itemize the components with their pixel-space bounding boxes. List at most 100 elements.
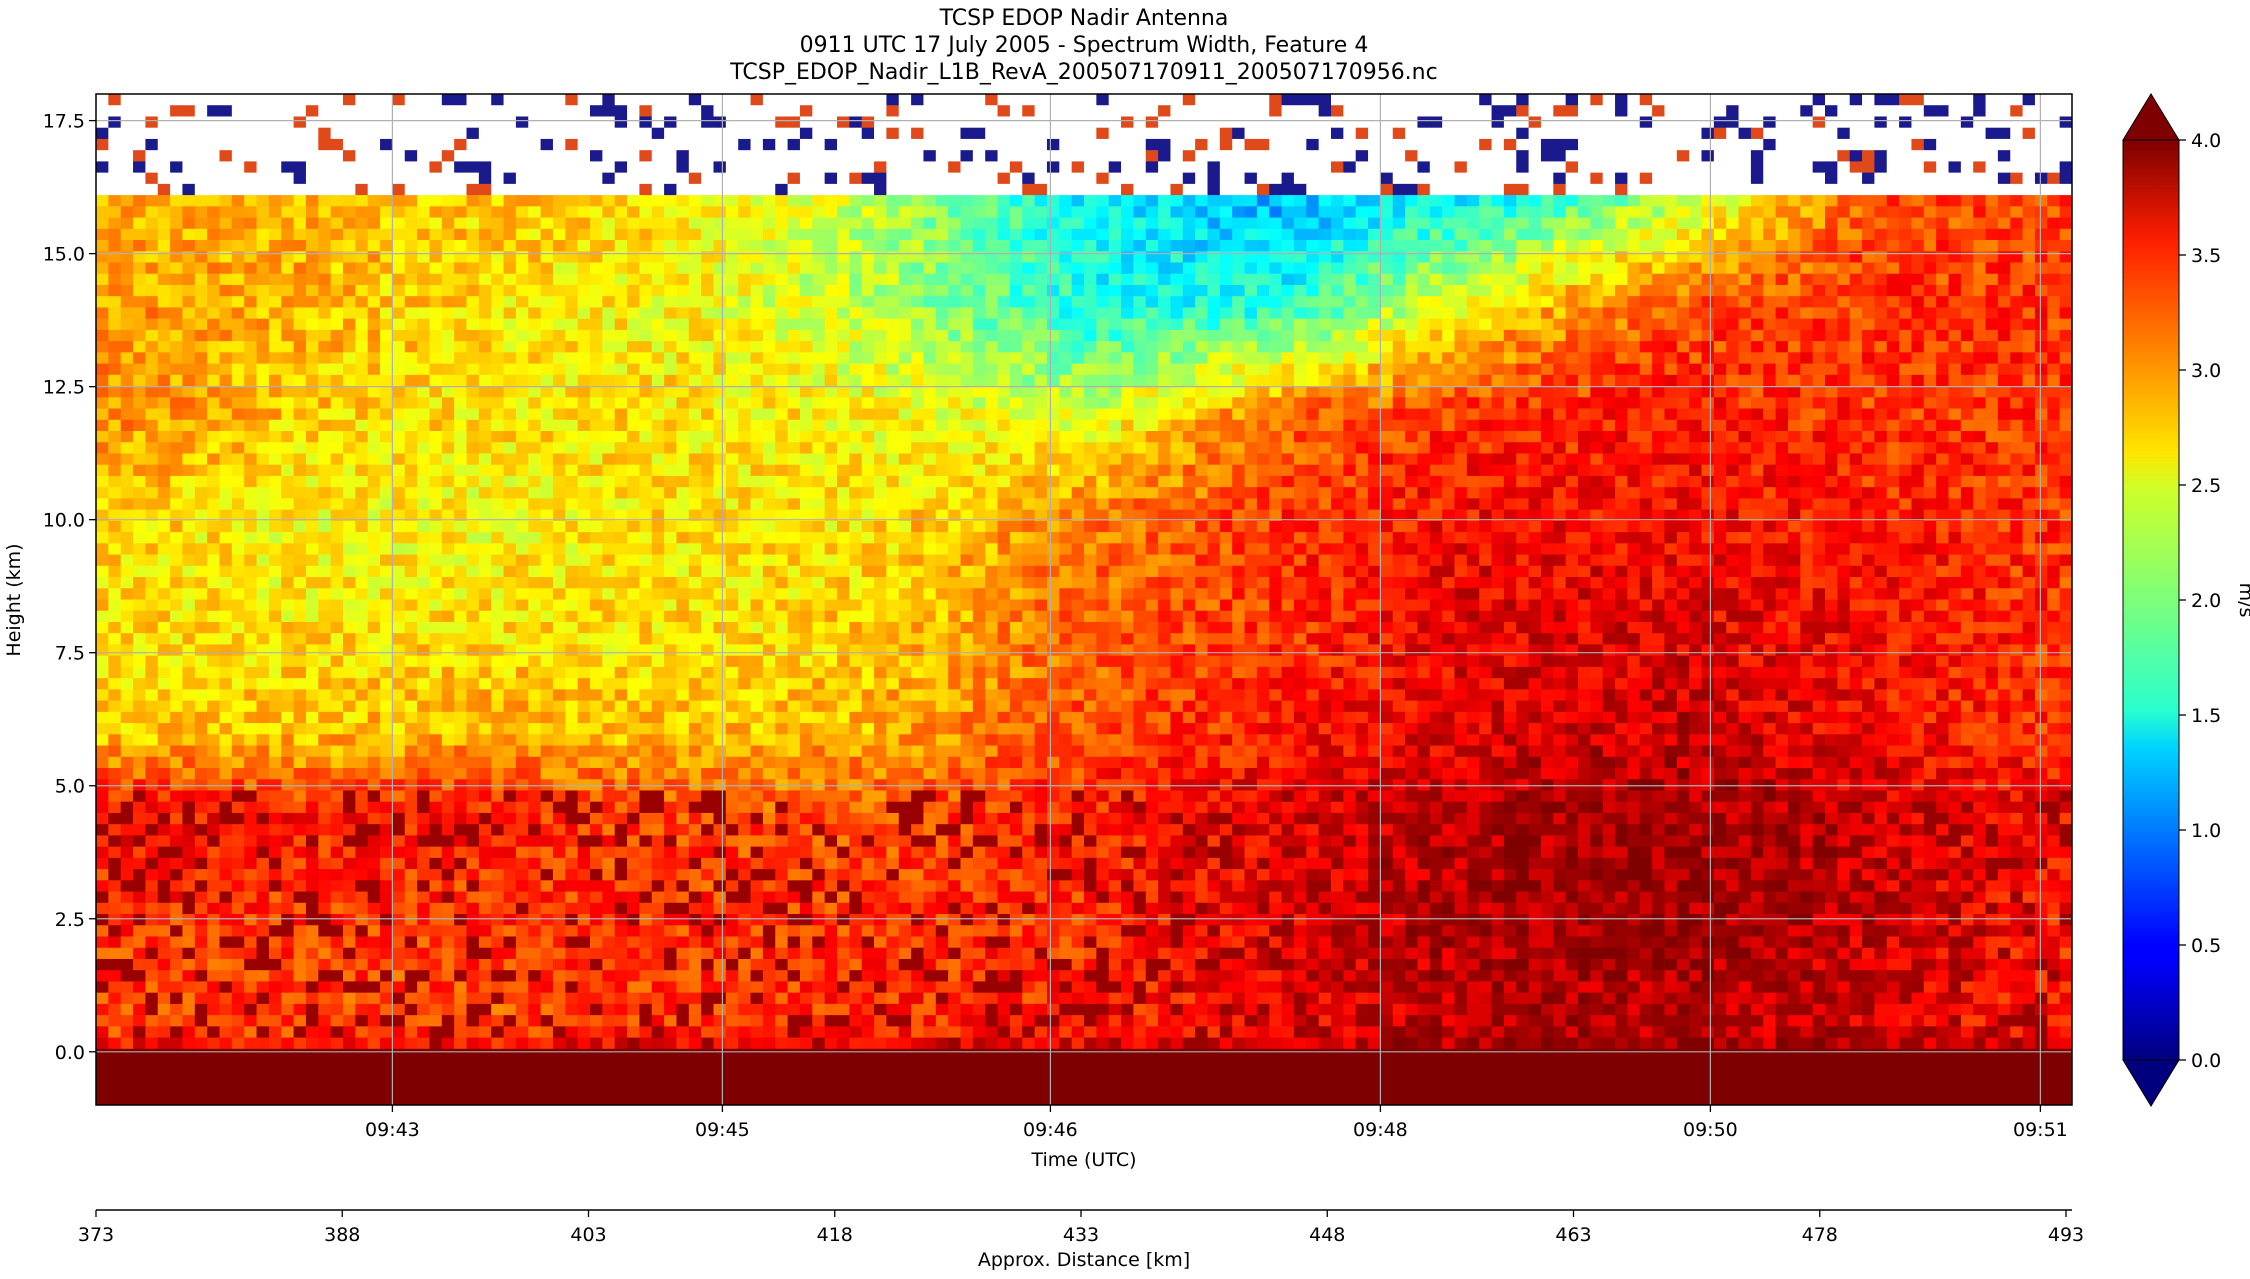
heatmap-cell xyxy=(1652,184,1665,196)
heatmap-cell xyxy=(1652,397,1665,409)
heatmap-cell xyxy=(479,206,492,218)
heatmap-cell xyxy=(1393,296,1406,308)
heatmap-cell xyxy=(1467,352,1480,364)
heatmap-cell xyxy=(1306,263,1319,275)
heatmap-cell xyxy=(1282,274,1295,286)
heatmap-cell xyxy=(1603,319,1616,331)
heatmap-cell xyxy=(207,397,220,409)
heatmap-cell xyxy=(664,128,677,140)
heatmap-cell xyxy=(1899,184,1912,196)
heatmap-cell xyxy=(1257,116,1270,128)
heatmap-cell xyxy=(788,218,801,230)
heatmap-cell xyxy=(1368,431,1381,443)
heatmap-cell xyxy=(170,139,183,151)
heatmap-cell xyxy=(1306,397,1319,409)
heatmap-cell xyxy=(948,139,961,151)
heatmap-cell xyxy=(1035,184,1048,196)
heatmap-cell xyxy=(1763,94,1776,106)
heatmap-cell xyxy=(726,195,739,207)
heatmap-cell xyxy=(1010,274,1023,286)
heatmap-cell xyxy=(516,307,529,319)
heatmap-cell xyxy=(1430,116,1443,128)
heatmap-cell xyxy=(1751,195,1764,207)
heatmap-cell xyxy=(318,330,331,342)
heatmap-cell xyxy=(1245,229,1258,241)
heatmap-cell xyxy=(232,420,245,432)
heatmap-cell xyxy=(775,420,788,432)
heatmap-cell xyxy=(170,195,183,207)
heatmap-cell xyxy=(1702,386,1715,398)
heatmap-cell xyxy=(454,364,467,376)
heatmap-cell xyxy=(1874,307,1887,319)
heatmap-cell xyxy=(615,341,628,353)
heatmap-cell xyxy=(1059,161,1072,173)
heatmap-cell xyxy=(923,386,936,398)
heatmap-cell xyxy=(133,229,146,241)
heatmap-cell xyxy=(1998,285,2011,297)
heatmap-cell xyxy=(998,364,1011,376)
heatmap-cell xyxy=(1368,397,1381,409)
heatmap-cell xyxy=(1578,375,1591,387)
heatmap-cell xyxy=(652,274,665,286)
heatmap-cell xyxy=(281,330,294,342)
heatmap-cell xyxy=(1096,116,1109,128)
heatmap-cell xyxy=(467,94,480,106)
heatmap-cell xyxy=(133,307,146,319)
heatmap-cell xyxy=(652,285,665,297)
heatmap-cell xyxy=(1714,341,1727,353)
heatmap-cell xyxy=(1553,397,1566,409)
heatmap-cell xyxy=(244,128,257,140)
heatmap-cell xyxy=(1269,397,1282,409)
heatmap-cell xyxy=(763,128,776,140)
heatmap-cell xyxy=(1813,397,1826,409)
heatmap-cell xyxy=(1627,195,1640,207)
heatmap-cell xyxy=(1578,150,1591,162)
heatmap-cell xyxy=(775,240,788,252)
heatmap-cell xyxy=(1096,330,1109,342)
heatmap-cell xyxy=(1640,341,1653,353)
heatmap-cell xyxy=(1393,431,1406,443)
heatmap-cell xyxy=(788,352,801,364)
heatmap-cell xyxy=(1022,409,1035,421)
heatmap-cell xyxy=(923,420,936,432)
heatmap-cell xyxy=(257,420,270,432)
heatmap-cell xyxy=(1393,319,1406,331)
heatmap-cell xyxy=(998,431,1011,443)
heatmap-cell xyxy=(627,319,640,331)
heatmap-cell xyxy=(429,420,442,432)
heatmap-cell xyxy=(1788,296,1801,308)
heatmap-cell xyxy=(1282,195,1295,207)
heatmap-cell xyxy=(2060,386,2073,398)
heatmap-cell xyxy=(405,420,418,432)
heatmap-cell xyxy=(615,218,628,230)
heatmap-cell xyxy=(1529,218,1542,230)
heatmap-cell xyxy=(1022,364,1035,376)
heatmap-cell xyxy=(1652,409,1665,421)
heatmap-cell xyxy=(1380,184,1393,196)
heatmap-cell xyxy=(1479,409,1492,421)
heatmap-cell xyxy=(1541,274,1554,286)
heatmap-cell xyxy=(1899,409,1912,421)
heatmap-cell xyxy=(1973,150,1986,162)
heatmap-cell xyxy=(615,285,628,297)
heatmap-cell xyxy=(862,184,875,196)
heatmap-cell xyxy=(578,431,591,443)
heatmap-cell xyxy=(108,431,121,443)
heatmap-cell xyxy=(973,375,986,387)
heatmap-cell xyxy=(738,274,751,286)
heatmap-cell xyxy=(2035,150,2048,162)
heatmap-cell xyxy=(504,206,517,218)
heatmap-cell xyxy=(1862,296,1875,308)
heatmap-cell xyxy=(738,285,751,297)
heatmap-cell xyxy=(1689,431,1702,443)
heatmap-cell xyxy=(1862,94,1875,106)
heatmap-cell xyxy=(874,184,887,196)
heatmap-cell xyxy=(145,161,158,173)
heatmap-cell xyxy=(1208,375,1221,387)
heatmap-cell xyxy=(2010,240,2023,252)
heatmap-cell xyxy=(145,431,158,443)
heatmap-cell xyxy=(1121,94,1134,106)
heatmap-cell xyxy=(911,150,924,162)
heatmap-cell xyxy=(1652,319,1665,331)
heatmap-cell xyxy=(528,420,541,432)
